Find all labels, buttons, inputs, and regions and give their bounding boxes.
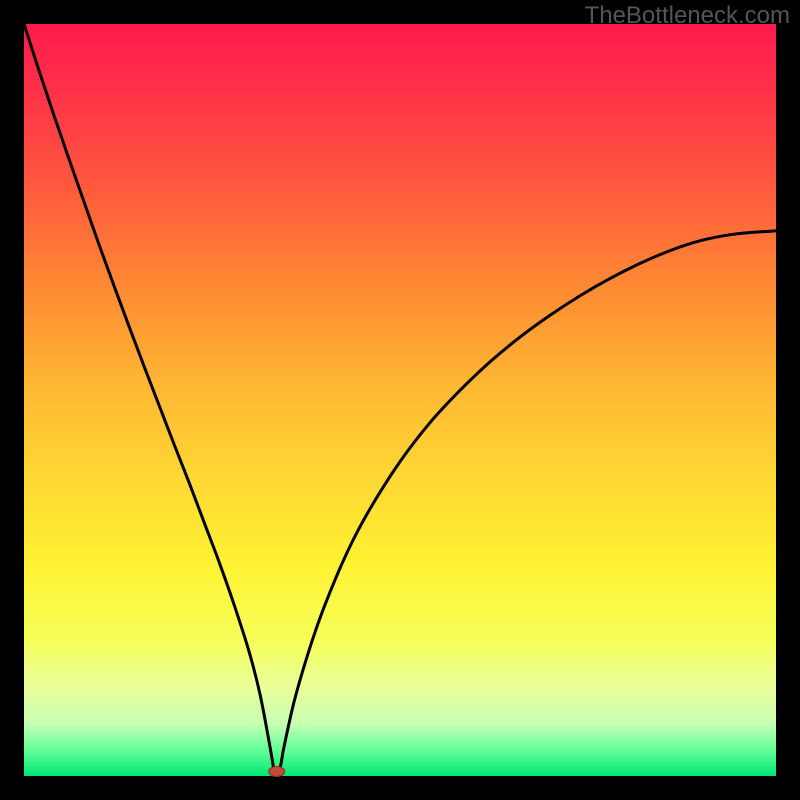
- cusp-marker: [269, 766, 285, 776]
- chart-container: TheBottleneck.com: [0, 0, 800, 800]
- watermark-text: TheBottleneck.com: [585, 2, 790, 30]
- curve-layer: [0, 0, 800, 800]
- gradient-rect: [24, 24, 776, 776]
